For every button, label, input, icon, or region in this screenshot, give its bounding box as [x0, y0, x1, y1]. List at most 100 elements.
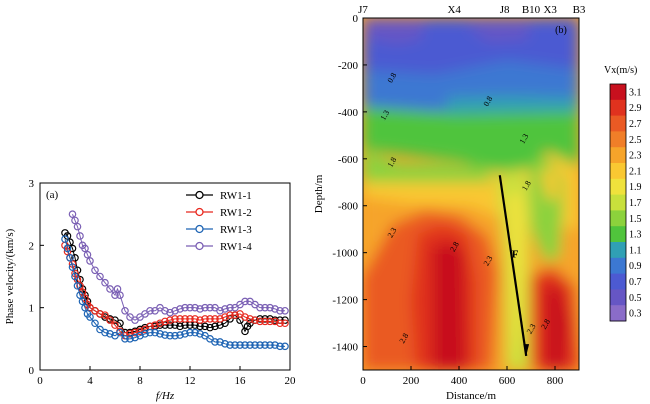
data-point	[221, 305, 229, 313]
y-axis-label-b: Depth/m	[313, 174, 325, 213]
contour-label: 2.8	[539, 318, 552, 331]
data-point	[211, 322, 219, 331]
colorbar-tick-label: 1.1	[629, 245, 642, 256]
data-point	[106, 330, 114, 338]
colorbar-tick-label: 0.3	[629, 309, 642, 320]
colorbar-tick-label: 0.9	[629, 261, 642, 272]
colorbar-cell	[610, 99, 626, 117]
data-point	[276, 306, 284, 315]
y-axis-label-a: Phase velocity/(km/s)	[4, 228, 16, 324]
colorbar-cell	[610, 147, 626, 164]
y-tick-label-b: -1000	[332, 248, 358, 260]
data-point	[196, 305, 204, 313]
data-point	[121, 306, 129, 315]
y-tick-label-a: 3	[29, 178, 35, 190]
data-point	[186, 303, 194, 312]
data-point	[161, 321, 169, 329]
data-point	[281, 319, 289, 328]
x-axis-label-a: f/Hz	[156, 390, 175, 402]
data-point	[116, 319, 124, 328]
x-tick-label-b: 200	[403, 375, 420, 387]
data-point	[226, 303, 234, 312]
data-point	[113, 285, 122, 293]
data-point	[176, 322, 184, 331]
data-point	[256, 317, 264, 326]
data-point	[176, 315, 184, 323]
data-point	[216, 315, 224, 323]
data-point	[181, 303, 189, 312]
data-point	[86, 313, 94, 321]
series-RW1-4	[68, 210, 289, 324]
colorbar-tick-label: 0.7	[629, 277, 642, 288]
data-point	[241, 313, 249, 321]
data-point	[161, 306, 169, 315]
data-point	[101, 278, 109, 287]
x-tick-label-a: 0	[37, 375, 43, 387]
data-point	[166, 331, 174, 340]
data-point	[101, 311, 109, 319]
y-tick-label-b: -400	[338, 107, 359, 119]
data-point	[71, 253, 79, 262]
y-tick-label-a: 0	[29, 365, 35, 377]
x-tick-label-a: 8	[137, 375, 143, 387]
data-point	[106, 285, 114, 293]
series-RW1-3	[61, 235, 289, 351]
data-point	[226, 341, 234, 349]
data-point	[76, 291, 84, 300]
colorbar-tick-label: 2.3	[629, 151, 642, 162]
data-point	[66, 253, 74, 262]
data-point	[141, 330, 149, 338]
colorbar-cell	[610, 163, 626, 180]
data-point	[181, 330, 189, 338]
colorbar-tick-label: 2.9	[629, 103, 642, 114]
data-point	[68, 263, 77, 271]
data-point	[256, 303, 264, 312]
legend-label: RW1-2	[220, 207, 252, 219]
contour-label: 2.8	[448, 240, 461, 253]
colorbar-cell	[610, 273, 626, 290]
data-point	[146, 328, 154, 337]
data-point	[63, 244, 72, 253]
data-point	[231, 341, 239, 349]
x-tick-label-a: 4	[87, 375, 93, 387]
contour-label: 1.3	[378, 109, 391, 122]
data-point	[126, 335, 134, 343]
top-label-J8: J8	[500, 4, 510, 16]
data-point	[81, 244, 89, 253]
data-point	[211, 315, 219, 323]
colorbar-title: Vx(m/s)	[604, 65, 637, 76]
data-point	[191, 328, 199, 337]
y-tick-label-b: 0	[353, 13, 359, 25]
colorbar-tick-label: 2.5	[629, 135, 642, 146]
data-point	[226, 315, 234, 323]
colorbar-cell	[610, 226, 626, 243]
data-point	[71, 216, 79, 225]
data-point	[191, 315, 199, 323]
data-point	[91, 266, 99, 275]
data-point	[271, 317, 279, 326]
contour-label: 2.8	[398, 332, 411, 345]
data-point	[91, 319, 99, 328]
data-point	[86, 257, 94, 265]
top-label-J7: J7	[358, 4, 368, 16]
data-point	[241, 297, 249, 306]
data-point	[251, 316, 259, 324]
panel-label-a: (a)	[46, 189, 59, 201]
data-point	[73, 282, 82, 290]
data-point	[271, 305, 279, 313]
data-point	[156, 319, 164, 328]
data-point	[76, 232, 84, 240]
data-point	[256, 341, 264, 349]
fault-branch	[518, 304, 525, 338]
data-point	[146, 306, 154, 315]
data-point	[131, 333, 139, 342]
data-point	[68, 210, 77, 218]
colorbar-cell	[610, 210, 626, 227]
legend-marker	[195, 224, 204, 234]
data-point	[246, 315, 254, 323]
data-point	[116, 328, 124, 337]
data-point	[261, 317, 269, 326]
series-RW1-2	[61, 241, 289, 340]
data-point	[166, 308, 174, 317]
data-point	[116, 291, 124, 300]
